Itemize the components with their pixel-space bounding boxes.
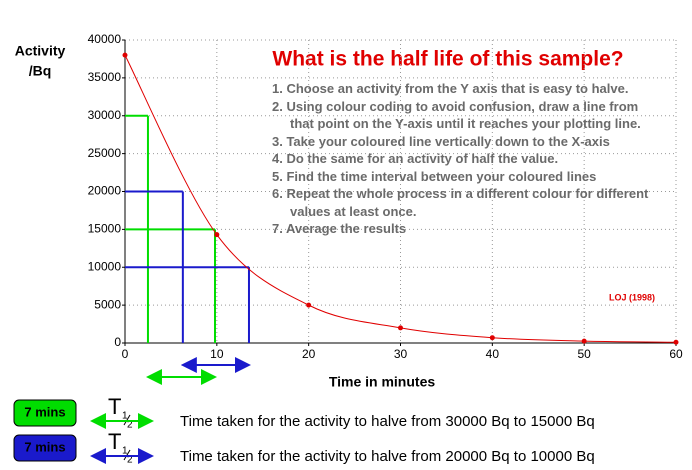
instruction: 1. Choose an activity from the Y axis th… [272,81,629,96]
y-tick-label: 15000 [88,222,122,236]
x-tick-label: 40 [486,347,500,361]
x-tick-label: 20 [302,347,316,361]
data-point [489,335,495,341]
instruction: 4. Do the same for an activity of half t… [272,151,559,166]
result-description: Time taken for the activity to halve fro… [180,448,595,465]
x-tick-label: 50 [577,347,591,361]
y-axis-label: /Bq [29,63,52,79]
instruction: 6. Repeat the whole process in a differe… [272,186,649,219]
data-point [214,232,220,238]
result-label: 7 mins [24,404,65,419]
x-axis-label: Time in minutes [329,374,436,390]
y-tick-label: 10000 [88,259,122,273]
y-tick-label: 30000 [88,108,122,122]
y-tick-label: 20000 [88,184,122,198]
data-point [306,302,312,308]
x-tick-label: 60 [669,347,683,361]
y-axis-label: Activity [15,43,66,59]
instructions: 1. Choose an activity from the Y axis th… [272,80,657,238]
half-life-letter: T [108,429,121,454]
data-point [122,52,128,58]
credit: LOJ (1998) [609,292,655,302]
data-point [398,325,403,331]
instruction: 7. Average the results [272,221,407,236]
half-life-letter: T [108,394,121,419]
instruction: 5. Find the time interval between your c… [272,168,597,184]
y-tick-label: 40000 [88,32,122,46]
data-point [581,338,587,344]
y-tick-label: 5000 [94,297,121,311]
y-tick-label: 0 [114,335,121,349]
data-point [673,339,679,345]
instruction: 2. Using colour coding to avoid confusio… [272,98,641,132]
y-tick-label: 35000 [88,70,122,84]
chart-title: What is the half life of this sample? [272,48,623,71]
instruction: 3. Take your coloured line vertically do… [272,133,610,149]
result-label: 7 mins [24,439,65,454]
y-tick-label: 25000 [88,146,122,160]
result-box [13,434,77,462]
result-box [13,399,77,427]
result-description: Time taken for the activity to halve fro… [180,413,595,430]
x-tick-label: 30 [394,347,408,361]
x-tick-label: 10 [210,347,224,361]
x-tick-label: 0 [122,347,129,361]
